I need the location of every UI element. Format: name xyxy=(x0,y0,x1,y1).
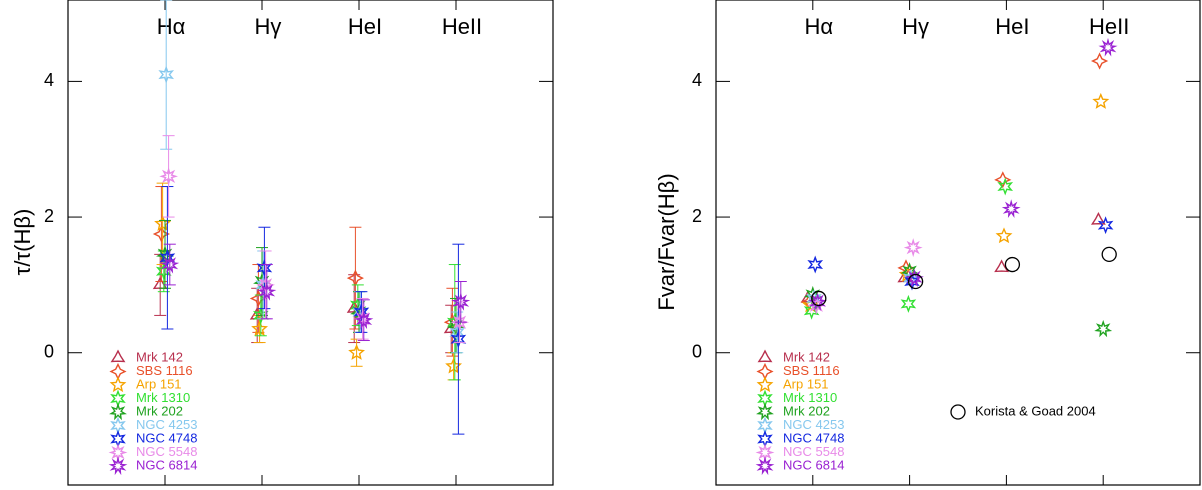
legend-label: NGC 6814 xyxy=(783,457,844,472)
data-point xyxy=(160,254,180,274)
category-label: HeII xyxy=(1089,14,1129,39)
data-point xyxy=(1090,211,1106,225)
y-tick-label: 2 xyxy=(44,206,54,226)
legend-label: NGC 4748 xyxy=(136,430,197,445)
legend-label: NGC 4253 xyxy=(136,417,197,432)
error-bar xyxy=(454,281,467,323)
error-bar xyxy=(260,264,273,320)
y-tick-label: 2 xyxy=(692,206,702,226)
data-point xyxy=(348,343,366,360)
legend-marker xyxy=(756,402,774,421)
data-point xyxy=(903,238,923,258)
legend-label: SBS 1116 xyxy=(136,363,193,378)
data-point xyxy=(1090,52,1109,70)
plot-frame xyxy=(67,0,554,486)
plot-frame xyxy=(715,0,1201,486)
data-point xyxy=(251,320,269,337)
data-point xyxy=(1001,199,1021,218)
y-axis-label: Fvar/Fvar(Hβ) xyxy=(654,173,679,310)
legend-label: NGC 4253 xyxy=(783,417,844,432)
data-point xyxy=(811,290,827,307)
error-bar xyxy=(163,243,176,286)
data-point xyxy=(451,292,471,311)
category-label: Hγ xyxy=(902,14,929,39)
y-tick-label: 4 xyxy=(692,70,702,90)
data-point xyxy=(1004,256,1021,273)
data-point xyxy=(449,323,466,342)
legend-label: SBS 1116 xyxy=(783,363,840,378)
data-point xyxy=(158,65,175,84)
category-label: HeI xyxy=(348,14,382,39)
legend-marker xyxy=(110,349,126,363)
error-bar xyxy=(356,297,369,340)
data-point xyxy=(806,289,822,308)
legend-label: NGC 4748 xyxy=(783,430,844,445)
category-label: HeI xyxy=(995,14,1029,39)
legend-marker xyxy=(950,404,966,420)
category-label: HeII xyxy=(442,14,482,39)
y-axis-label: τ/τ(Hβ) xyxy=(10,209,35,276)
category-label: Hγ xyxy=(255,14,282,39)
data-point xyxy=(994,171,1012,189)
legend-label: Mrk 202 xyxy=(136,403,183,418)
data-point xyxy=(354,310,374,330)
legend-marker xyxy=(755,456,775,476)
data-point xyxy=(256,275,276,295)
legend-label: NGC 5548 xyxy=(136,444,197,459)
legend-label: Mrk 202 xyxy=(783,403,830,418)
error-bar xyxy=(162,135,175,218)
error-bar xyxy=(161,186,174,330)
data-point xyxy=(1101,246,1117,263)
data-point xyxy=(994,259,1010,273)
legend-marker xyxy=(109,376,127,393)
y-tick-label: 4 xyxy=(44,70,54,90)
legend-marker xyxy=(109,402,127,421)
error-bar xyxy=(452,243,465,435)
data-point xyxy=(1098,37,1118,57)
legend-label: Mrk 142 xyxy=(783,349,830,364)
data-point xyxy=(803,301,820,320)
data-point xyxy=(1094,319,1113,338)
data-point xyxy=(995,227,1013,244)
y-tick-label: 0 xyxy=(692,341,702,361)
legend-marker xyxy=(757,349,773,363)
legend-label: Arp 151 xyxy=(136,376,182,391)
data-point xyxy=(997,177,1014,196)
y-tick-label: 0 xyxy=(44,341,54,361)
legend-label: Mrk 1310 xyxy=(136,390,190,405)
category-label: Hα xyxy=(157,14,186,39)
category-label: Hα xyxy=(804,14,833,39)
data-point xyxy=(257,282,277,301)
legend-label: Mrk 1310 xyxy=(783,390,837,405)
error-bar xyxy=(160,0,173,150)
data-point xyxy=(900,294,917,313)
legend-label: NGC 5548 xyxy=(783,444,844,459)
legend-marker xyxy=(108,456,128,476)
data-point xyxy=(1097,216,1114,235)
legend-marker xyxy=(756,376,774,393)
legend-label: NGC 6814 xyxy=(136,457,197,472)
data-point xyxy=(159,166,178,186)
legend-label: Arp 151 xyxy=(783,376,829,391)
data-point xyxy=(807,255,824,274)
data-point xyxy=(450,312,470,332)
data-point xyxy=(450,330,467,349)
legend-label: Mrk 142 xyxy=(136,349,183,364)
error-bar xyxy=(357,299,370,342)
legend-label: Korista & Goad 2004 xyxy=(975,403,1096,418)
data-point xyxy=(1092,92,1110,109)
data-point xyxy=(907,273,924,290)
